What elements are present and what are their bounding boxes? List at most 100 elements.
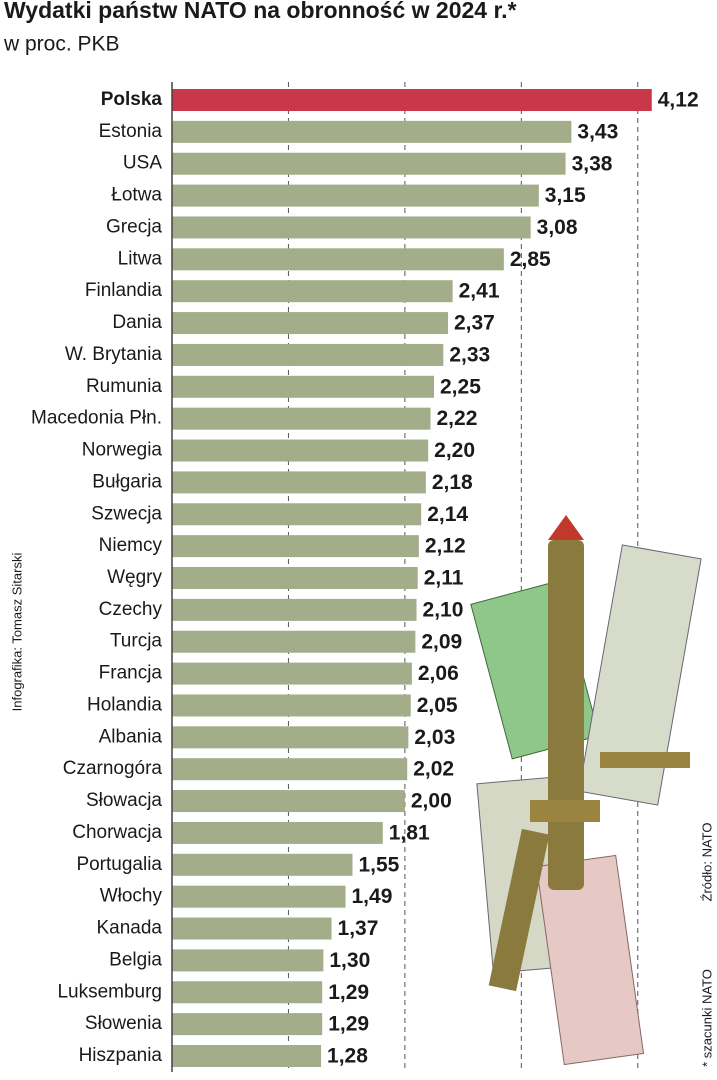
value-label: 1,49 [352,885,393,908]
category-label: Luksemburg [57,981,162,1002]
bar [172,471,426,494]
bar [172,184,539,207]
category-label: W. Brytania [65,344,163,365]
category-label: Łotwa [111,185,162,206]
category-label: Grecja [106,216,162,237]
value-label: 3,38 [572,152,613,175]
bar [172,439,429,462]
source: Źródło: NATO [699,823,714,902]
value-label: 2,41 [459,280,500,303]
value-label: 2,85 [510,248,551,271]
category-label: Hiszpania [79,1045,163,1066]
bar [172,694,411,717]
bar [172,407,431,430]
bar [172,503,422,526]
category-label: Norwegia [82,440,163,461]
value-label: 1,29 [328,1013,369,1036]
category-label: Finlandia [85,280,163,301]
credit: Infografika: Tomasz Sitarski [9,553,24,712]
illustration [470,515,702,1066]
category-label: Belgia [109,949,162,970]
bar [172,821,383,844]
value-label: 1,81 [389,821,430,844]
bar [172,312,448,335]
category-label: Albania [99,726,163,747]
category-label: Turcja [110,631,163,652]
category-label: Holandia [87,694,162,715]
bar [172,949,324,972]
value-label: 1,55 [358,853,399,876]
category-label: Szwecja [91,503,162,524]
category-label: Chorwacja [72,822,162,843]
bar [172,567,418,589]
category-label: Słowenia [85,1013,163,1034]
bar [172,120,572,143]
value-label: 1,30 [329,949,370,972]
bar [172,152,566,175]
value-label: 1,37 [338,917,379,940]
category-label: Macedonia Płn. [31,408,162,429]
category-label: Słowacja [86,790,162,811]
bar [172,535,419,558]
category-label: Kanada [96,918,162,939]
bar [172,662,412,685]
bar [172,598,417,621]
bar [172,630,416,653]
bar [172,790,405,813]
bar [172,853,353,876]
value-label: 2,09 [421,630,462,653]
value-label: 1,28 [327,1045,368,1068]
value-label: 1,29 [328,981,369,1004]
value-label: 3,08 [537,216,578,239]
bar [172,917,332,940]
value-label: 2,12 [425,535,466,558]
bar [172,343,444,366]
value-label: 2,25 [440,375,481,398]
value-label: 2,11 [424,567,464,590]
bar [172,375,434,398]
category-label: Polska [101,89,163,110]
bar [172,981,323,1004]
category-label: Węgry [107,567,162,588]
value-label: 2,14 [427,503,468,526]
value-label: 2,00 [411,790,452,813]
value-label: 2,02 [413,758,454,781]
value-label: 2,18 [432,471,473,494]
category-label: Estonia [99,121,163,142]
category-label: Czechy [99,599,163,620]
footnote: * szacunki NATO [699,969,714,1067]
category-label: Francja [99,663,163,684]
value-label: 2,10 [423,598,464,621]
category-label: Portugalia [76,854,162,875]
category-label: Czarnogóra [63,758,163,779]
value-label: 2,37 [454,312,495,335]
category-label: Rumunia [86,376,162,397]
value-label: 3,43 [577,120,618,143]
value-label: 2,22 [437,407,478,430]
value-label: 2,20 [434,439,475,462]
value-label: 3,15 [545,184,586,207]
bar [172,726,409,749]
value-label: 2,03 [414,726,455,749]
bar [172,885,346,908]
category-label: Bułgaria [92,471,162,492]
category-label: USA [123,153,162,174]
value-label: 2,05 [417,694,458,717]
bar [172,89,652,111]
bar [172,1045,322,1067]
category-label: Niemcy [99,535,163,556]
chart-subtitle: w proc. PKB [3,33,120,56]
bar [172,216,531,239]
bar [172,280,453,303]
chart-title: Wydatki państw NATO na obronność w 2024 … [4,0,517,23]
value-label: 4,12 [658,89,699,112]
bar [172,758,408,781]
category-label: Litwa [118,248,163,269]
value-label: 2,06 [418,662,459,685]
category-label: Dania [112,312,162,333]
category-label: Włochy [100,886,163,907]
bar [172,1013,323,1036]
bar [172,248,504,271]
value-label: 2,33 [449,343,490,366]
